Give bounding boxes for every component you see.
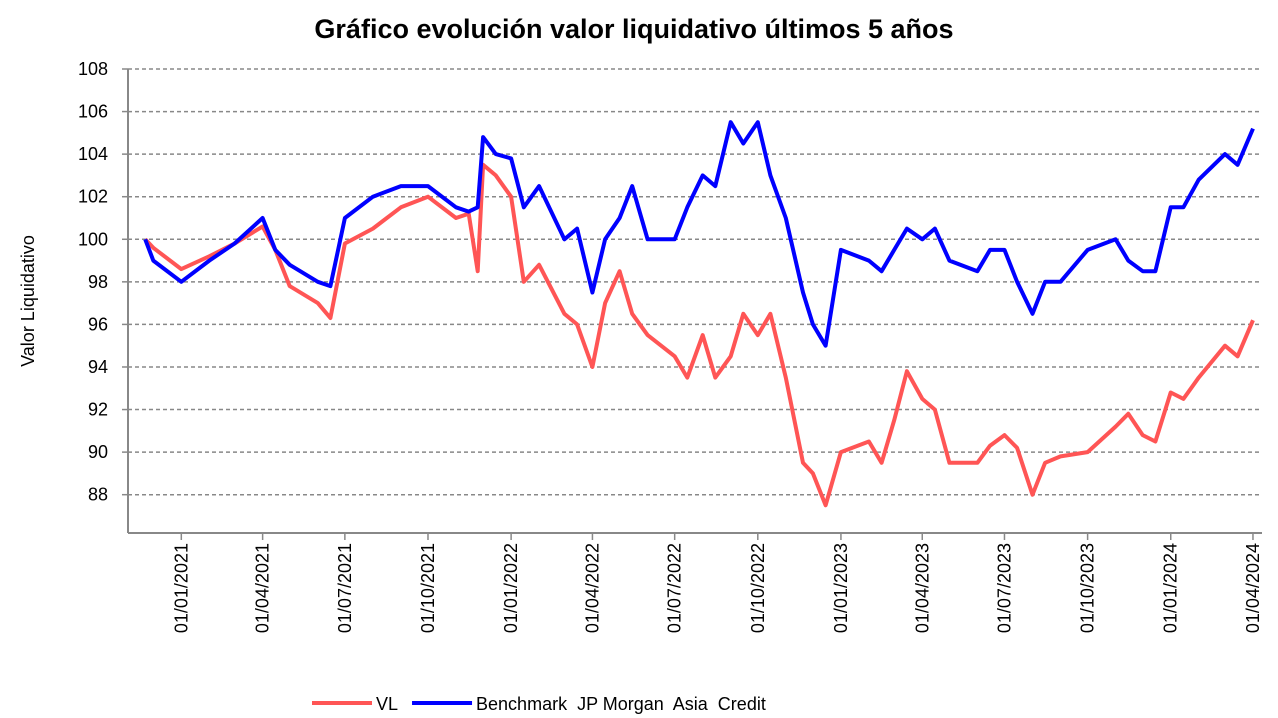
x-tick-label: 01/04/2022 [582, 543, 602, 633]
y-tick-label: 102 [78, 187, 108, 207]
y-tick-label: 88 [88, 485, 108, 505]
x-tick-label: 01/01/2022 [501, 543, 521, 633]
x-tick-label: 01/07/2021 [335, 543, 355, 633]
x-tick-label: 01/10/2023 [1078, 543, 1098, 633]
x-tick-label: 01/01/2023 [831, 543, 851, 633]
x-tick-label: 01/04/2024 [1243, 543, 1263, 633]
legend-label: VL [376, 694, 398, 714]
y-tick-label: 92 [88, 400, 108, 420]
series-line [143, 120, 1255, 348]
y-tick-label: 98 [88, 272, 108, 292]
y-tick-label: 100 [78, 229, 108, 249]
x-tick-label: 01/10/2021 [418, 543, 438, 633]
legend-label: Benchmark JP Morgan Asia Credit [476, 694, 766, 714]
x-tick-label: 01/07/2023 [994, 543, 1014, 633]
y-tick-label: 90 [88, 442, 108, 462]
y-tick-label: 108 [78, 59, 108, 79]
y-tick-label: 96 [88, 314, 108, 334]
series-line [143, 162, 1255, 508]
y-axis-label: Valor Liquidativo [18, 235, 38, 367]
y-tick-label: 94 [88, 357, 108, 377]
x-tick-label: 01/01/2021 [171, 543, 191, 633]
chart-title: Gráfico evolución valor liquidativo últi… [314, 14, 953, 44]
x-tick-label: 01/01/2024 [1161, 543, 1181, 633]
x-tick-label: 01/07/2022 [665, 543, 685, 633]
y-tick-label: 106 [78, 102, 108, 122]
x-tick-label: 01/04/2023 [912, 543, 932, 633]
y-tick-label: 104 [78, 144, 108, 164]
x-tick-label: 01/10/2022 [748, 543, 768, 633]
x-tick-label: 01/04/2021 [253, 543, 273, 633]
